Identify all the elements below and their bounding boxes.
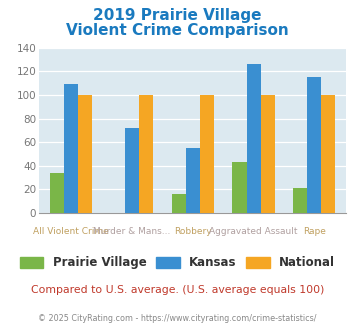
Text: 2019 Prairie Village: 2019 Prairie Village <box>93 8 262 23</box>
Bar <box>64 84 78 213</box>
Bar <box>307 77 321 213</box>
Text: Murder & Mans...: Murder & Mans... <box>93 227 170 236</box>
Text: Aggravated Assault: Aggravated Assault <box>209 227 298 236</box>
Bar <box>125 128 139 213</box>
Bar <box>78 95 92 213</box>
Text: Compared to U.S. average. (U.S. average equals 100): Compared to U.S. average. (U.S. average … <box>31 285 324 295</box>
Bar <box>321 95 335 213</box>
Legend: Prairie Village, Kansas, National: Prairie Village, Kansas, National <box>15 252 340 274</box>
Bar <box>261 95 274 213</box>
Bar <box>294 188 307 213</box>
Text: Rape: Rape <box>303 227 326 236</box>
Bar <box>186 148 200 213</box>
Text: Violent Crime Comparison: Violent Crime Comparison <box>66 23 289 38</box>
Bar <box>200 95 214 213</box>
Text: Robbery: Robbery <box>174 227 211 236</box>
Text: All Violent Crime: All Violent Crime <box>33 227 109 236</box>
Bar <box>246 64 261 213</box>
Bar <box>171 194 186 213</box>
Bar <box>233 162 246 213</box>
Bar <box>50 173 64 213</box>
Bar <box>139 95 153 213</box>
Text: © 2025 CityRating.com - https://www.cityrating.com/crime-statistics/: © 2025 CityRating.com - https://www.city… <box>38 314 317 323</box>
